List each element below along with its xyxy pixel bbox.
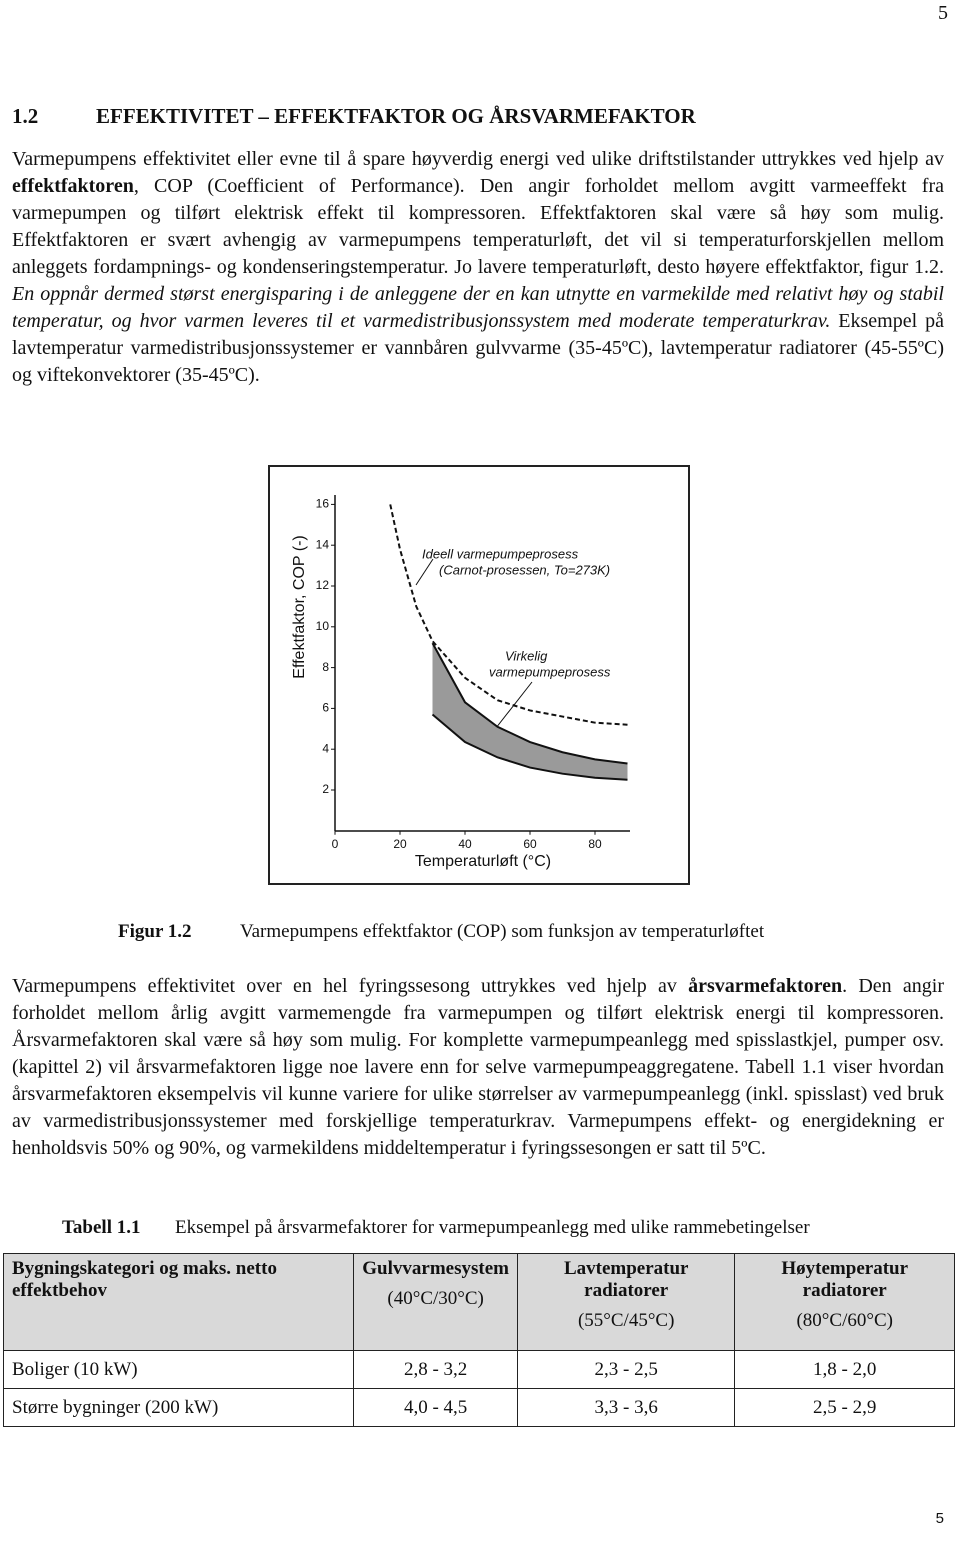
x-tick-label: 80 bbox=[588, 837, 602, 851]
text-run: Eksempel på lavtemperatur varmedistribus… bbox=[12, 310, 944, 386]
table-row: Boliger (10 kW) 2,8 - 3,2 2,3 - 2,5 1,8 - 2… bbox=[2, 1350, 955, 1389]
x-tick-label: 20 bbox=[393, 837, 407, 851]
text-run: effektfaktoren bbox=[12, 175, 134, 197]
y-tick-label: 12 bbox=[316, 578, 330, 592]
paragraph: Varmepumpens effektivitet over en hel fy… bbox=[12, 973, 944, 1162]
table-row: Større bygninger (200 kW) 4,0 - 4,5 3,3 - … bbox=[2, 1388, 955, 1427]
table-cell: 1,8 - 2,0 bbox=[734, 1350, 955, 1389]
line bbox=[431, 642, 628, 765]
y-tick-label: 6 bbox=[322, 701, 329, 715]
table: Bygningskategori og maks. netto effektbe… bbox=[2, 1253, 955, 1427]
y-tick-label: 14 bbox=[316, 537, 330, 551]
section-number: 1.2 bbox=[12, 104, 39, 128]
figure-caption: Varmepumpens effektfaktor (COP) som funk… bbox=[240, 921, 765, 942]
text-run: . Den angir forholdet mellom årlig avgit… bbox=[12, 975, 944, 1159]
header-cell: Lavtemperatur radiatorer (55°C/45°C) bbox=[516, 1253, 736, 1351]
y-tick-label: 10 bbox=[316, 619, 330, 633]
x-tick-label: 0 bbox=[332, 837, 339, 851]
text-run: , COP (Coefficient of Performance). Den … bbox=[12, 175, 944, 278]
table-label: Tabell 1.1 bbox=[62, 1217, 141, 1238]
table-caption: Eksempel på årsvarmefaktorer for varmepu… bbox=[175, 1217, 810, 1238]
table-cell: 3,3 - 3,6 bbox=[516, 1388, 736, 1427]
annotation: varmepumpeprosess bbox=[489, 664, 611, 679]
y-tick-label: 4 bbox=[322, 741, 329, 755]
chart: 2 4 6 8 10 12 14 16 0 20 40 60 80 Temperaturløft (°C)… bbox=[268, 465, 690, 885]
table-cell: 2,8 - 3,2 bbox=[353, 1350, 518, 1389]
table-cell: 2,5 - 2,9 bbox=[734, 1388, 955, 1427]
header-text: Bygningskategori og maks. netto effektbe… bbox=[12, 1258, 277, 1301]
table-cell: Større bygninger (200 kW) bbox=[2, 1388, 355, 1427]
y-tick-label: 16 bbox=[316, 497, 330, 511]
header-cell: Høytemperatur radiatorer (80°C/60°C) bbox=[734, 1253, 955, 1351]
y-tick-label: 2 bbox=[322, 782, 329, 796]
text-run: årsvarmefaktoren bbox=[688, 975, 843, 997]
header-text: Gulvvarmesystem bbox=[362, 1258, 509, 1279]
line bbox=[389, 504, 628, 726]
annotation: Virkelig bbox=[505, 648, 548, 663]
footer-page-number: 5 bbox=[935, 1510, 944, 1527]
page-number: 5 bbox=[938, 2, 948, 24]
text-run: En oppnår dermed størst energisparing i … bbox=[12, 283, 944, 332]
text-run: Varmepumpens effektivitet eller evne til… bbox=[12, 148, 944, 170]
text-run: Varmepumpens effektivitet over en hel fy… bbox=[12, 975, 689, 997]
table-cell: 4,0 - 4,5 bbox=[353, 1388, 518, 1427]
annotation: Ideell varmepumpeprosess bbox=[422, 546, 579, 561]
header-text: Høytemperatur radiatorer bbox=[781, 1258, 909, 1301]
x-tick-label: 60 bbox=[523, 837, 537, 851]
band-fill bbox=[432, 643, 628, 780]
paragraph: Varmepumpens effektivitet eller evne til… bbox=[12, 146, 944, 389]
figure-label: Figur 1.2 bbox=[118, 921, 192, 942]
y-axis-label: Effektfaktor, COP (-) bbox=[291, 535, 308, 678]
header-cell: Bygningskategori og maks. netto effektbe… bbox=[2, 1253, 355, 1351]
table-cell: Boliger (10 kW) bbox=[2, 1350, 355, 1389]
x-axis-label: Temperaturløft (°C) bbox=[415, 853, 551, 870]
line bbox=[431, 713, 628, 781]
header-cell: Gulvvarmesystem (40°C/30°C) bbox=[353, 1253, 518, 1351]
header-text: (80°C/60°C) bbox=[796, 1310, 893, 1331]
table-cell: 2,3 - 2,5 bbox=[516, 1350, 736, 1389]
annotation: (Carnot-prosessen, To=273K) bbox=[439, 562, 610, 577]
section-title: EFFEKTIVITET – EFFEKTFAKTOR OG ÅRSVARMEF… bbox=[96, 104, 696, 128]
y-tick-label: 8 bbox=[322, 660, 329, 674]
x-tick-label: 40 bbox=[458, 837, 472, 851]
pointer bbox=[415, 558, 434, 586]
header-text: Lavtemperatur radiatorer bbox=[563, 1258, 689, 1301]
header-text: (40°C/30°C) bbox=[387, 1288, 484, 1309]
header-text: (55°C/45°C) bbox=[577, 1310, 675, 1331]
